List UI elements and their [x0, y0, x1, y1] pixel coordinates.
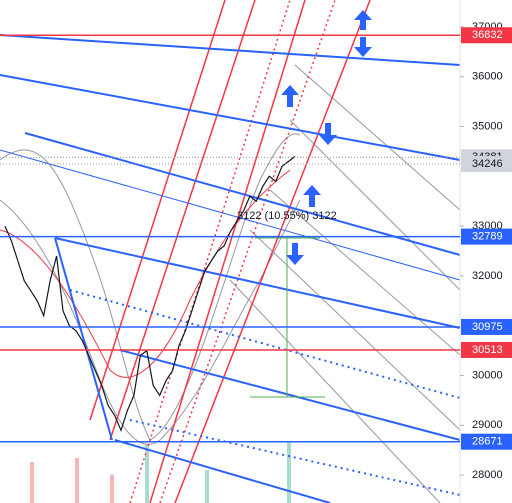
- price-line: [4, 155, 296, 433]
- arrow-down: [319, 123, 337, 145]
- price-badge-label: 28671: [472, 436, 503, 448]
- arrow-up: [303, 185, 321, 207]
- price-badge: [461, 156, 512, 173]
- volume-bar: [75, 458, 79, 503]
- trend-line: [119, 349, 461, 441]
- price-badge: [461, 228, 512, 245]
- arrow-down: [354, 37, 372, 57]
- price-badge-label: 36832: [472, 29, 503, 41]
- pitchfork-line: [129, 0, 291, 503]
- trend-line: [24, 132, 461, 256]
- trend-line: [129, 419, 461, 496]
- measure: [250, 237, 325, 398]
- price-badge: [461, 27, 512, 44]
- price-badge: [461, 341, 512, 358]
- y-tick-label: 29000: [472, 419, 503, 431]
- arrow-up: [281, 85, 299, 107]
- fan-line: [249, 229, 461, 431]
- volume-bar: [287, 442, 291, 503]
- fan-line: [289, 119, 461, 291]
- volume-bar: [145, 445, 149, 503]
- moving-average: [0, 169, 291, 378]
- volume-bar: [30, 462, 34, 503]
- arrow-down: [286, 243, 304, 265]
- price-badge-label: 34246: [472, 158, 503, 170]
- arrow-up: [354, 10, 372, 30]
- price-badge-label: 32789: [472, 231, 503, 243]
- trend-lines: [0, 34, 461, 503]
- price-badge-label: 30975: [472, 321, 503, 333]
- pitchfork-line: [109, 0, 256, 441]
- arrows: [281, 10, 372, 265]
- trend-line: [54, 237, 461, 329]
- pitchfork-line: [174, 0, 371, 503]
- volume-bar: [205, 470, 209, 503]
- trend-line: [114, 439, 331, 503]
- trend-line: [0, 74, 461, 161]
- annotation: 3122 (10.55%) 3122: [237, 210, 337, 222]
- pitchfork-line: [149, 0, 306, 503]
- y-tick-label: 28000: [472, 469, 503, 481]
- y-tick-label: 32000: [472, 270, 503, 282]
- price-badge-label: 30513: [472, 344, 503, 356]
- trend-line: [69, 289, 461, 399]
- volume-bar: [110, 475, 114, 503]
- y-tick-label: 36000: [472, 71, 503, 83]
- volume-bars: [30, 442, 291, 503]
- trend-line: [0, 149, 461, 281]
- fan-line: [294, 64, 461, 211]
- band: [0, 133, 301, 441]
- fan-line: [229, 279, 441, 503]
- y-tick-label: 30000: [472, 369, 503, 381]
- drawings: [0, 0, 461, 503]
- pitchfork: [0, 0, 371, 503]
- price-badge: [461, 318, 512, 335]
- y-tick-label: 35000: [472, 120, 503, 132]
- trend-line: [54, 237, 113, 441]
- price-badge: [461, 433, 512, 450]
- pitchfork-line: [159, 0, 336, 503]
- trend-line: [0, 34, 461, 66]
